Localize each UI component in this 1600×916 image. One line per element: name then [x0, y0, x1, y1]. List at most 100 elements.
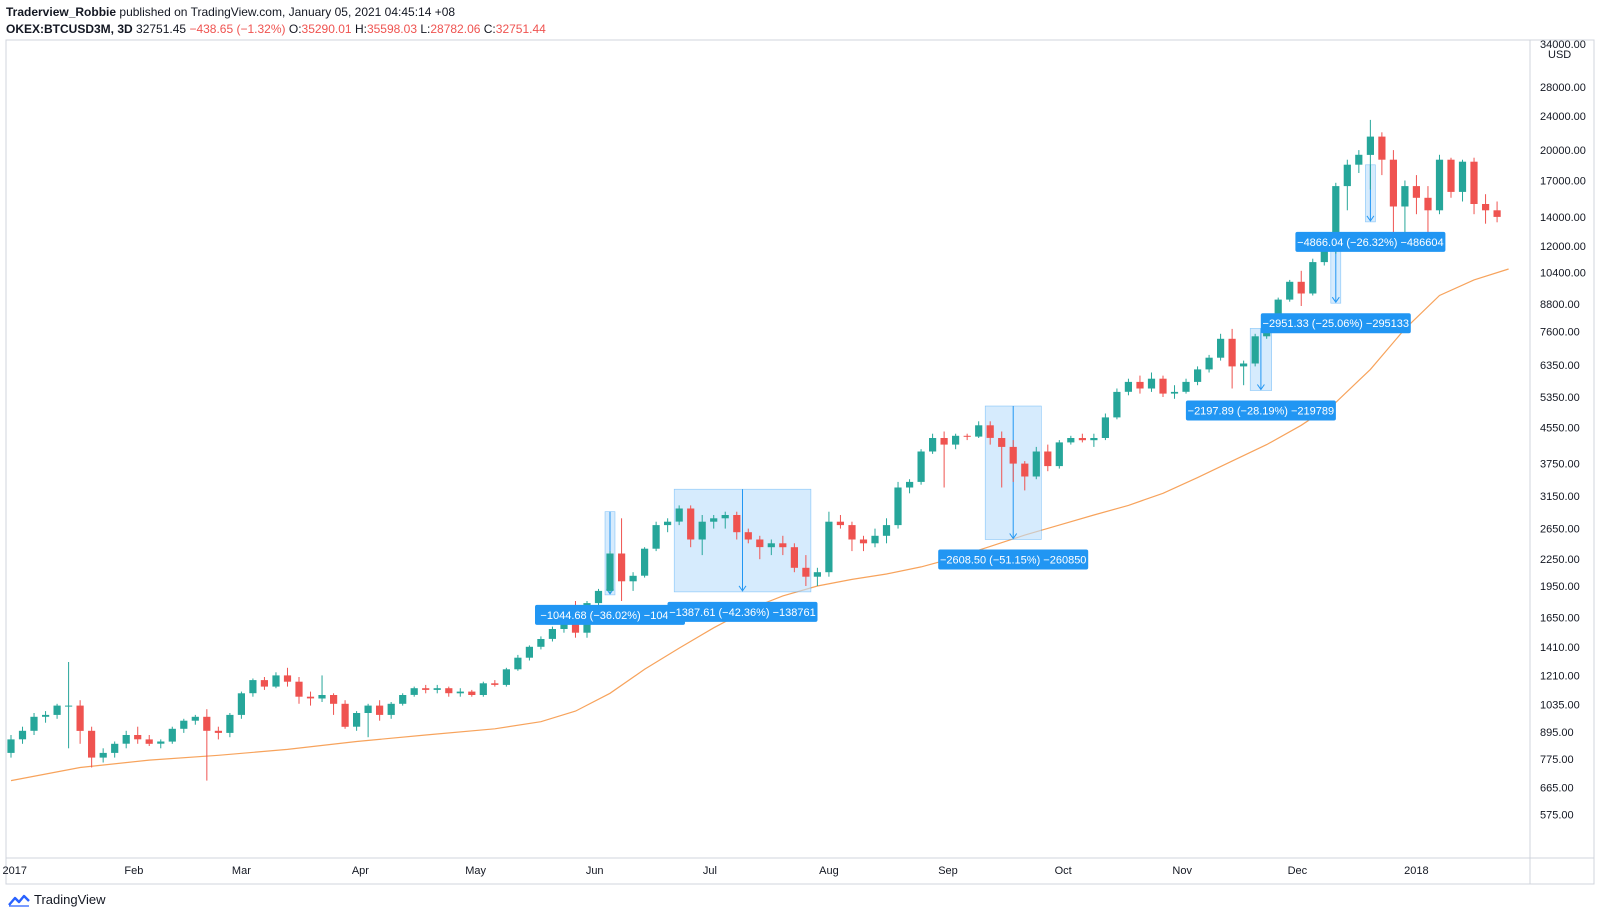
tradingview-brand[interactable]: TradingView [8, 892, 106, 907]
price-tick-label: 20000.00 [1540, 145, 1586, 157]
candle-body [283, 675, 292, 682]
candle [353, 711, 361, 731]
candle-body [376, 705, 384, 715]
measure-label-bg [1295, 231, 1446, 252]
candle-body [1182, 381, 1190, 392]
candle [537, 636, 545, 650]
measure-label-bg [1185, 400, 1336, 421]
open-value: 35290.01 [301, 22, 352, 36]
candle-body [260, 680, 268, 687]
candle-body [30, 716, 38, 731]
candle-body [1424, 197, 1432, 211]
candle [894, 481, 902, 529]
candle-body [779, 543, 787, 548]
symbol-label[interactable]: OKEX:BTCUSD3M, 3D [6, 22, 133, 36]
candle-body [203, 716, 211, 731]
candle-body [813, 572, 821, 577]
candle-body [848, 525, 856, 540]
time-axis[interactable]: 2017 Feb Mar Apr May Jun Jul Aug Sep Oct Nov Dec 201… [3, 865, 1429, 877]
candle [1194, 366, 1202, 386]
candle [410, 686, 418, 697]
candle-body [1090, 438, 1098, 441]
price-tick-label: 17000.00 [1540, 176, 1586, 188]
candle [30, 713, 38, 735]
candle [1366, 119, 1374, 190]
price-tick-label: 1410.00 [1540, 642, 1580, 654]
price-axis-top-label: 34000.00 [1540, 39, 1586, 51]
high-label: H: [354, 22, 367, 36]
candle [422, 684, 430, 694]
candle-body [249, 680, 257, 694]
candle-body [1458, 161, 1467, 192]
candle [940, 431, 948, 488]
last-price: 32751.45 [136, 22, 187, 36]
candle-body [1447, 159, 1455, 192]
candle-body [560, 623, 568, 629]
candle-body [1147, 378, 1156, 389]
candle [1113, 388, 1121, 420]
price-tick-label: 3150.00 [1540, 491, 1580, 503]
measure-label-text: −2608.50 (−51.15%) −260850 [940, 555, 1087, 567]
candle-body [410, 688, 418, 695]
candle [687, 505, 695, 548]
measure-tool[interactable] [673, 488, 812, 593]
candle [1424, 186, 1432, 239]
candle-body [1297, 281, 1305, 294]
currency-label: USD [1548, 49, 1571, 61]
candle-body [882, 525, 891, 536]
candle-body [387, 703, 395, 715]
candle-body [122, 735, 130, 744]
author-name[interactable]: Traderview_Robbie [6, 5, 117, 19]
candle-body [237, 693, 245, 715]
time-tick-label: Jun [586, 865, 604, 877]
candle [191, 714, 199, 725]
candle [364, 703, 372, 738]
price-axis[interactable]: 34000.00 USD 28000.00 24000.00 20000.00 170… [1540, 39, 1586, 822]
candle-body [1159, 378, 1167, 394]
measure-label-text: −2197.89 (−28.19%) −219789 [1188, 406, 1335, 418]
measure-label-text: −4866.04 (−26.32%) −486604 [1297, 237, 1444, 249]
candle-body [629, 575, 637, 582]
candle-body [652, 525, 660, 549]
candle-body [53, 705, 61, 715]
candle [1482, 194, 1490, 224]
candle-body [1366, 136, 1374, 155]
price-tick-label: 665.00 [1540, 783, 1574, 795]
candle [618, 518, 626, 601]
price-tick-label: 24000.00 [1540, 111, 1586, 123]
time-tick-label: Apr [352, 865, 369, 877]
time-tick-label: Oct [1055, 865, 1072, 877]
candle-body [1401, 186, 1409, 207]
candle-body [1309, 262, 1317, 294]
candle-body [1286, 281, 1294, 300]
candle-body [1378, 136, 1386, 160]
low-value: 28782.06 [430, 22, 481, 36]
candle-body [929, 438, 937, 452]
candle-body [7, 739, 15, 753]
candle-body [975, 425, 983, 437]
candle [111, 741, 119, 758]
moving-average [10, 268, 1509, 782]
candle [65, 662, 73, 749]
candle-body [698, 521, 706, 540]
candle-body [76, 705, 84, 731]
price-tick-label: 895.00 [1540, 727, 1574, 739]
candle [652, 521, 660, 552]
candle-body [1194, 369, 1202, 382]
candle-body [548, 629, 556, 639]
measure-label: −4866.04 (−26.32%) −486604 [1295, 231, 1446, 252]
candle [1493, 201, 1501, 223]
measure-tool[interactable] [1330, 248, 1342, 304]
time-tick-label: May [465, 865, 486, 877]
measure-arrowhead [1331, 296, 1340, 304]
price-tick-label: 10400.00 [1540, 268, 1586, 280]
time-tick-label: 2017 [3, 865, 27, 877]
candle-body [99, 752, 107, 758]
candle-body [1470, 161, 1478, 204]
measure-labels: −1044.68 (−36.02%) −104…−1387.61 (−42.36… [535, 231, 1446, 625]
candle [341, 700, 349, 729]
candle [295, 677, 303, 704]
candle [18, 726, 27, 744]
price-tick-label: 575.00 [1540, 810, 1574, 822]
